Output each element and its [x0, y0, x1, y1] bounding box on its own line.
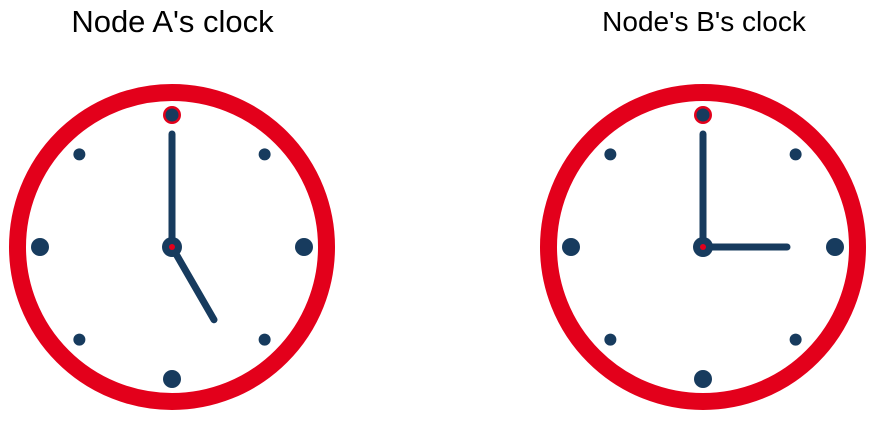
- hour-marker-9: [31, 238, 49, 256]
- hour-marker-12: [165, 108, 179, 122]
- diagonal-marker: [258, 148, 271, 161]
- node-a-clock-icon: [9, 84, 335, 410]
- diagonal-marker: [73, 333, 86, 346]
- hour-marker-3: [295, 238, 313, 256]
- center-pin: [169, 244, 175, 250]
- node-a-clock-title: Node A's clock: [71, 4, 274, 39]
- hour-marker-9: [562, 238, 580, 256]
- center-pin: [700, 244, 706, 250]
- hour-marker-6: [163, 370, 181, 388]
- diagonal-marker: [604, 333, 617, 346]
- node-a-clock-panel: Node A's clock: [0, 0, 345, 421]
- diagonal-marker: [258, 333, 271, 346]
- node-b-clock-title: Node's B's clock: [602, 6, 806, 37]
- diagonal-marker: [73, 148, 86, 161]
- diagonal-marker: [604, 148, 617, 161]
- hour-hand: [168, 243, 218, 324]
- diagonal-marker: [789, 333, 802, 346]
- node-b-clock-icon: [540, 84, 866, 410]
- diagonal-marker: [789, 148, 802, 161]
- hour-marker-3: [826, 238, 844, 256]
- hour-marker-12: [696, 108, 710, 122]
- hour-marker-6: [694, 370, 712, 388]
- node-b-clock-panel: Node's B's clock: [530, 0, 878, 421]
